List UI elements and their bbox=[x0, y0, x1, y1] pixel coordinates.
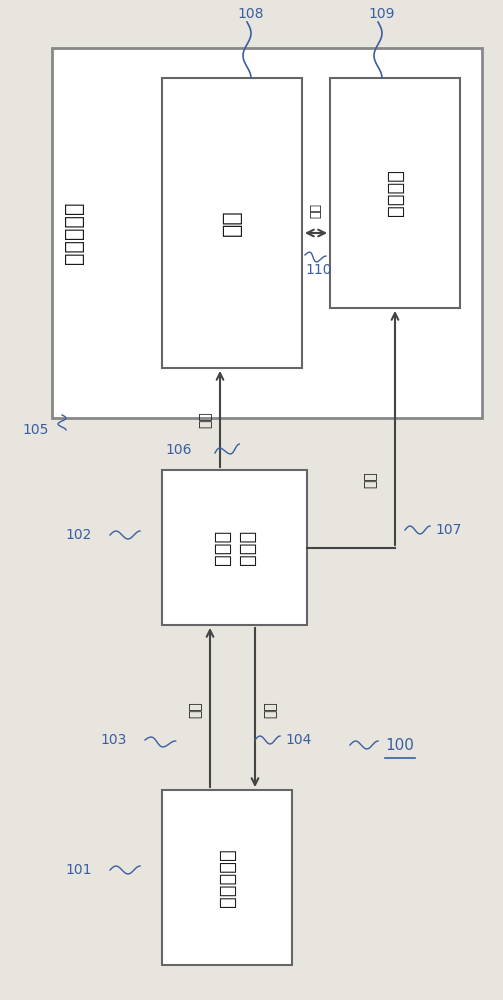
Text: 数据: 数据 bbox=[198, 412, 212, 428]
Text: 数据: 数据 bbox=[188, 702, 202, 718]
Bar bbox=[52, 48, 482, 418]
Text: 算法: 算法 bbox=[222, 210, 242, 236]
Text: 同步: 同步 bbox=[309, 202, 322, 218]
Text: 101: 101 bbox=[65, 863, 92, 877]
Text: 数字传感器: 数字传感器 bbox=[217, 848, 236, 907]
Text: 同步方法: 同步方法 bbox=[385, 169, 404, 217]
Text: 同步: 同步 bbox=[363, 472, 377, 488]
Text: 104: 104 bbox=[285, 733, 311, 747]
Text: 110: 110 bbox=[305, 263, 331, 277]
Bar bbox=[162, 470, 307, 625]
Text: 109: 109 bbox=[368, 7, 394, 21]
Text: 103: 103 bbox=[100, 733, 126, 747]
Text: 105: 105 bbox=[22, 423, 48, 437]
Text: 处理器单元: 处理器单元 bbox=[64, 202, 84, 264]
Text: 传感器
收发器: 传感器 收发器 bbox=[212, 530, 257, 565]
Text: 100: 100 bbox=[385, 738, 414, 752]
Text: 108: 108 bbox=[237, 7, 264, 21]
Text: 同步: 同步 bbox=[263, 702, 277, 718]
Bar bbox=[162, 790, 292, 965]
Bar bbox=[162, 78, 302, 368]
Text: 106: 106 bbox=[165, 443, 192, 457]
Text: 102: 102 bbox=[65, 528, 92, 542]
Bar bbox=[330, 78, 460, 308]
Text: 107: 107 bbox=[435, 523, 461, 537]
